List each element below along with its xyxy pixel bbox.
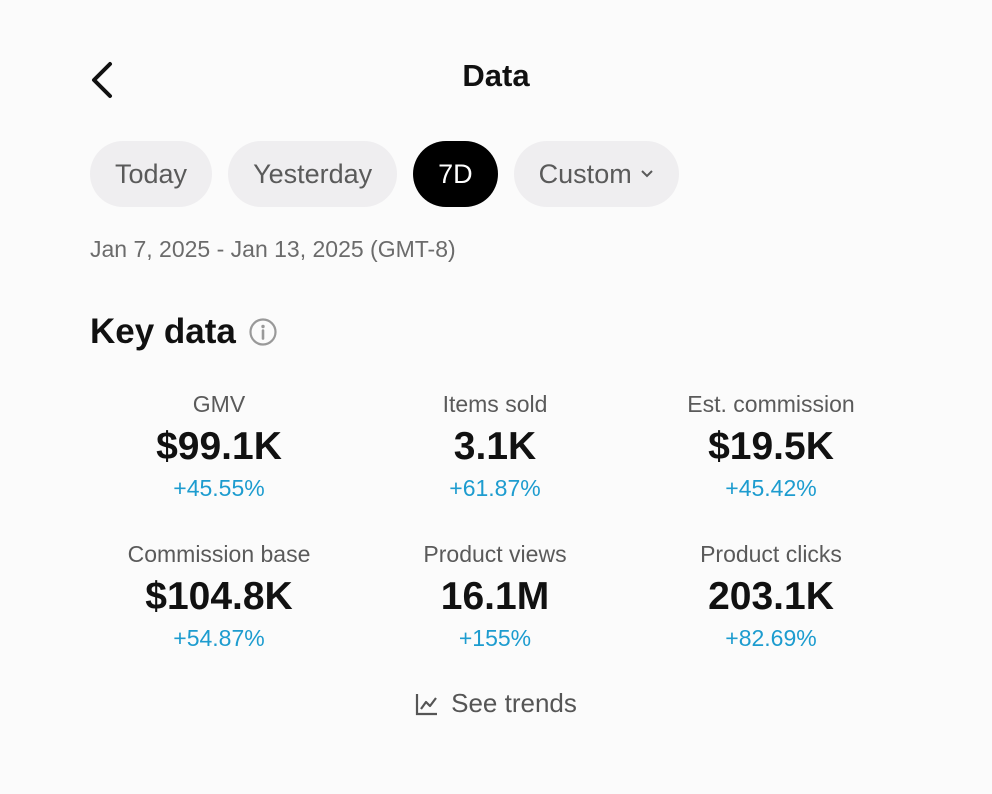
tab[interactable]: Today <box>90 141 213 207</box>
metric-value: $19.5K <box>708 425 834 468</box>
metric-value: $104.8K <box>145 575 293 618</box>
metric-change: +155% <box>458 625 532 651</box>
tab-label: Custom <box>538 158 632 189</box>
metric-label: Commission base <box>127 541 311 567</box>
metric-value: $99.1K <box>156 425 282 468</box>
metric-value: 203.1K <box>708 575 834 618</box>
metric-card: Items sold 3.1K +61.87% <box>357 388 633 508</box>
section-header: Key data <box>90 312 278 352</box>
metric-card: Product clicks 203.1K +82.69% <box>633 538 909 658</box>
date-range: Jan 7, 2025 - Jan 13, 2025 (GMT-8) <box>90 236 456 262</box>
back-button[interactable] <box>86 58 118 102</box>
tab[interactable]: Yesterday <box>228 141 398 207</box>
tab[interactable]: Custom <box>513 141 679 207</box>
metrics-grid: GMV $99.1K +45.55% Items sold 3.1K +61.87% Est… <box>81 388 909 658</box>
metric-change: +54.87% <box>173 625 265 651</box>
metric-label: Product clicks <box>700 541 842 567</box>
tab[interactable]: 7D <box>413 141 498 207</box>
metric-value: 3.1K <box>453 425 537 468</box>
metric-card: GMV $99.1K +45.55% <box>81 388 357 508</box>
metric-card: Est. commission $19.5K +45.42% <box>633 388 909 508</box>
metric-change: +61.87% <box>449 475 541 501</box>
metric-card: Product views 16.1M +155% <box>357 538 633 658</box>
tab-label: 7D <box>438 158 473 189</box>
metric-value: 16.1M <box>440 575 550 618</box>
section-title: Key data <box>90 312 236 351</box>
tab-label: Today <box>115 158 188 189</box>
trend-icon <box>416 693 438 715</box>
tab-label: Yesterday <box>253 158 373 189</box>
page-title: Data <box>462 58 530 93</box>
metric-label: Items sold <box>442 391 548 417</box>
metric-change: +82.69% <box>725 625 817 651</box>
metric-label: Product views <box>423 541 567 567</box>
tab-bar: Today Yesterday 7D Custom <box>90 141 679 207</box>
metric-change: +45.42% <box>725 475 817 501</box>
metric-card: Commission base $104.8K +54.87% <box>81 538 357 658</box>
dropdown-chevron <box>640 170 653 178</box>
see-trends-link[interactable]: See trends <box>0 688 992 719</box>
info-icon[interactable] <box>248 317 278 347</box>
metric-label: Est. commission <box>687 391 855 417</box>
metric-change: +45.55% <box>173 475 265 501</box>
metric-label: GMV <box>192 391 246 417</box>
see-trends-text: See trends <box>451 688 577 718</box>
